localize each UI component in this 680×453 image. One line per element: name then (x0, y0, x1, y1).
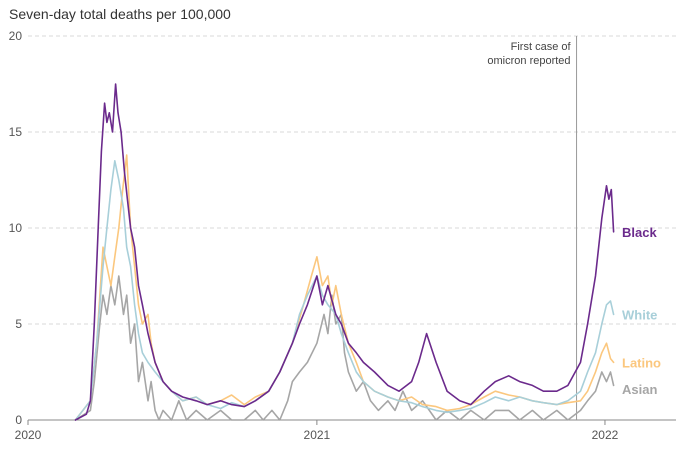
series-line-black (74, 83, 615, 421)
series-labels: Asian Latino White Black (622, 225, 661, 397)
y-tick-label: 0 (15, 413, 22, 427)
omicron-annotation-line1: First case of (511, 41, 572, 53)
series-line-white (74, 160, 615, 421)
x-tick-label: 2022 (592, 428, 619, 442)
x-tick-label: 2021 (304, 428, 331, 442)
series-line-asian (74, 275, 615, 421)
series-line-latino (74, 154, 615, 421)
series-label-black: Black (622, 225, 657, 240)
omicron-annotation: First case of omicron reported (487, 36, 578, 420)
y-tick-label: 15 (9, 125, 23, 139)
series-label-latino: Latino (622, 355, 661, 370)
chart-title: Seven-day total deaths per 100,000 (9, 6, 231, 22)
y-axis-ticks: 0 5 10 15 20 (9, 29, 23, 427)
y-tick-label: 10 (9, 221, 23, 235)
x-axis-ticks: 2020 2021 2022 (15, 420, 619, 442)
x-tick-label: 2020 (15, 428, 42, 442)
series-lines (74, 83, 615, 421)
omicron-annotation-line2: omicron reported (487, 55, 570, 67)
series-label-asian: Asian (622, 382, 657, 397)
y-tick-label: 20 (9, 29, 23, 43)
y-tick-label: 5 (15, 317, 22, 331)
series-label-white: White (622, 307, 657, 322)
